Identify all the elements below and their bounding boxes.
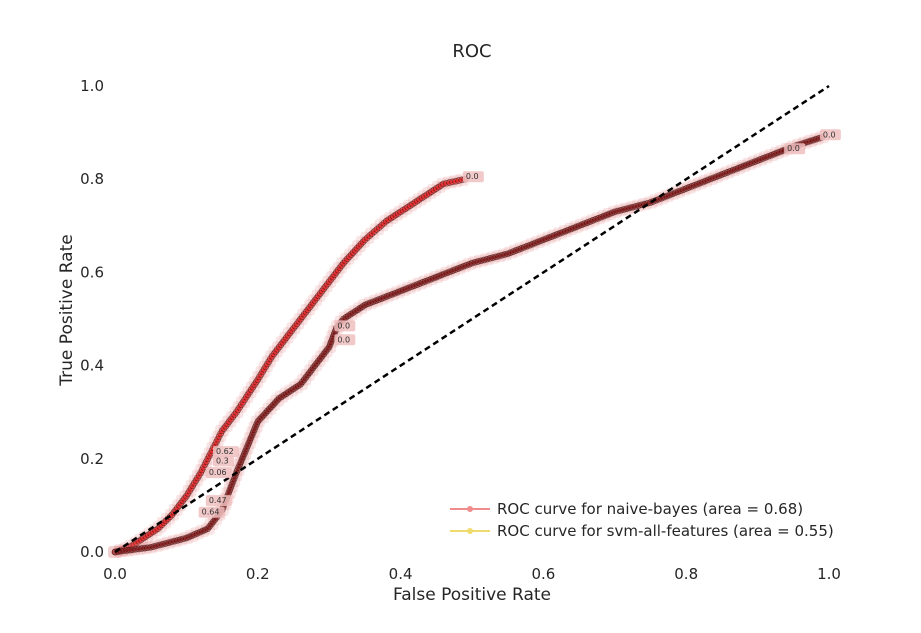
threshold-label-box bbox=[819, 129, 841, 141]
y-tick-label: 1.0 bbox=[80, 77, 104, 95]
y-axis-label: True Positive Rate bbox=[57, 234, 77, 386]
threshold-label-box bbox=[205, 495, 232, 507]
threshold-label-box bbox=[462, 171, 484, 183]
threshold-label: 0.64 bbox=[202, 508, 220, 517]
y-tick-label: 0.8 bbox=[80, 170, 104, 188]
plot-area: 0.0 0.0 0.0 0.0 0.0 0.620.3 0.06 0.47 0.64 bbox=[108, 84, 841, 558]
chart-title: ROC bbox=[452, 41, 491, 62]
threshold-label: 0.3 bbox=[216, 456, 229, 465]
threshold-label: 0.47 bbox=[209, 496, 227, 505]
series-line bbox=[114, 136, 823, 554]
threshold-label: 0.0 bbox=[337, 321, 350, 330]
x-tick-label: 0.6 bbox=[531, 565, 555, 583]
threshold-label-box bbox=[198, 506, 225, 518]
x-tick-label: 0.8 bbox=[674, 565, 698, 583]
x-axis-label: False Positive Rate bbox=[393, 585, 551, 605]
x-tick-label: 0.2 bbox=[246, 565, 270, 583]
legend-marker-naive-bayes bbox=[467, 506, 473, 512]
x-tick-label: 1.0 bbox=[817, 565, 841, 583]
threshold-label: 0.0 bbox=[337, 335, 350, 344]
threshold-label: 0.06 bbox=[209, 468, 227, 477]
series-line bbox=[114, 177, 466, 554]
x-tick-label: 0.4 bbox=[389, 565, 413, 583]
x-tick-label: 0.0 bbox=[103, 565, 127, 583]
y-tick-label: 0.4 bbox=[80, 357, 104, 375]
legend-marker-svm bbox=[467, 528, 473, 534]
threshold-label: 0.62 bbox=[216, 447, 234, 456]
y-tick-label: 0.2 bbox=[80, 450, 104, 468]
threshold-label: 0.0 bbox=[466, 172, 479, 181]
chance-diagonal-line bbox=[114, 84, 830, 554]
legend-label-svm: ROC curve for svm-all-features (area = 0… bbox=[497, 522, 834, 540]
threshold-label-box bbox=[205, 467, 232, 479]
legend: ROC curve for naive-bayes (area = 0.68) … bbox=[450, 500, 834, 540]
y-axis-ticks: 0.0 0.2 0.4 0.6 0.8 1.0 bbox=[80, 77, 104, 561]
x-axis-ticks: 0.0 0.2 0.4 0.6 0.8 1.0 bbox=[103, 565, 841, 583]
series-svm-all-features bbox=[108, 131, 829, 558]
legend-label-naive-bayes: ROC curve for naive-bayes (area = 0.68) bbox=[497, 500, 803, 518]
threshold-label-box bbox=[212, 446, 239, 458]
threshold-label: 0.0 bbox=[787, 144, 800, 153]
threshold-label-box bbox=[212, 455, 234, 467]
series-naive-bayes bbox=[108, 173, 469, 558]
threshold-label-box bbox=[334, 334, 356, 346]
y-tick-label: 0.6 bbox=[80, 263, 104, 281]
threshold-label-box bbox=[334, 320, 356, 332]
y-tick-label: 0.0 bbox=[80, 543, 104, 561]
threshold-label-box bbox=[784, 143, 806, 155]
threshold-label: 0.0 bbox=[823, 130, 836, 139]
